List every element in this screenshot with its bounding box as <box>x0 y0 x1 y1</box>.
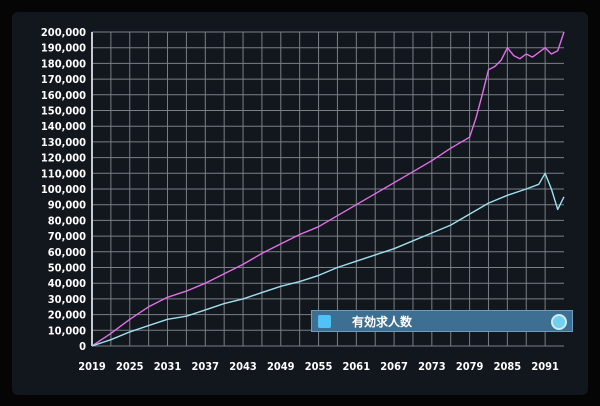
y-tick-label: 140,000 <box>41 120 86 133</box>
y-tick-label: 70,000 <box>48 230 86 243</box>
y-tick-label: 50,000 <box>48 262 86 275</box>
y-tick-label: 110,000 <box>41 167 86 180</box>
series-line-1 <box>91 31 565 347</box>
x-tick-label: 2025 <box>116 360 144 373</box>
x-tick-label: 2067 <box>380 360 408 373</box>
chart-frame: 0 10,000 20,000 30,000 40,000 50,000 60,000 70,… <box>12 12 588 395</box>
y-tick-label: 90,000 <box>48 199 86 212</box>
x-tick-label: 2043 <box>229 360 257 373</box>
legend[interactable]: 有効求人数 <box>311 310 573 332</box>
y-tick-label: 160,000 <box>41 89 86 102</box>
y-tick-label: 200,000 <box>41 26 86 39</box>
y-tick-label: 10,000 <box>48 324 86 337</box>
legend-label: 有効求人数 <box>352 315 413 329</box>
series-line-2 <box>91 172 565 347</box>
x-tick-label: 2061 <box>343 360 371 373</box>
y-tick-label: 170,000 <box>41 73 86 86</box>
y-tick-label: 180,000 <box>41 57 86 70</box>
y-tick-label: 80,000 <box>48 214 86 227</box>
y-tick-label: 150,000 <box>41 105 86 118</box>
y-tick-label: 130,000 <box>41 136 86 149</box>
y-tick-label: 100,000 <box>41 183 86 196</box>
x-tick-label: 2019 <box>78 360 106 373</box>
x-tick-label: 2091 <box>531 360 559 373</box>
series-lines <box>91 31 565 347</box>
y-axis-ticks: 0 10,000 20,000 30,000 40,000 50,000 60,000 70,… <box>41 26 86 353</box>
grid-lines <box>91 31 564 347</box>
y-tick-label: 30,000 <box>48 293 86 306</box>
x-tick-label: 2085 <box>494 360 522 373</box>
x-tick-label: 2031 <box>154 360 182 373</box>
radio-toggle-icon[interactable] <box>551 314 567 330</box>
y-tick-label: 20,000 <box>48 309 86 322</box>
y-tick-label: 40,000 <box>48 277 86 290</box>
x-tick-label: 2037 <box>192 360 220 373</box>
x-tick-label: 2073 <box>418 360 446 373</box>
x-tick-label: 2079 <box>456 360 484 373</box>
x-axis-ticks: 2019 2025 2031 2037 2043 2049 2055 2061 2067 2073… <box>78 360 559 373</box>
y-tick-label: 0 <box>79 340 86 353</box>
y-tick-label: 60,000 <box>48 246 86 259</box>
legend-swatch <box>318 315 331 328</box>
line-chart: 0 10,000 20,000 30,000 40,000 50,000 60,000 70,… <box>41 26 565 373</box>
y-tick-label: 120,000 <box>41 152 86 165</box>
y-tick-label: 190,000 <box>41 42 86 55</box>
x-tick-label: 2049 <box>267 360 295 373</box>
x-tick-label: 2055 <box>305 360 333 373</box>
